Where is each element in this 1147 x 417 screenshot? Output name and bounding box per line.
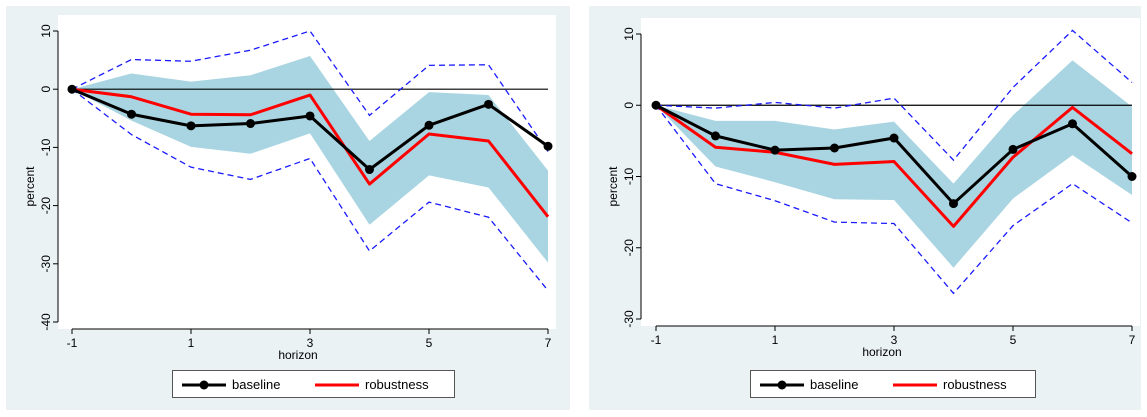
- y-tick-label: 0: [39, 86, 53, 93]
- data-point-baseline: [127, 109, 136, 119]
- data-point-baseline: [1068, 119, 1077, 129]
- x-tick-label: 5: [426, 336, 433, 350]
- legend-label-baseline: baseline: [232, 377, 281, 392]
- y-axis-label: percent: [23, 166, 37, 207]
- x-tick-label: 5: [1010, 333, 1017, 347]
- data-point-baseline: [543, 141, 553, 151]
- y-tick-label: 0: [622, 102, 636, 109]
- y-axis-label: percent: [606, 166, 620, 207]
- data-point-baseline: [1127, 172, 1137, 181]
- series-line-robustness: [71, 87, 550, 218]
- y-tick-label: 10: [39, 24, 53, 38]
- chart-panel-left: 10 0 -10 -20 -30 -40 -1 1 3 5 7 horizon percent base…: [6, 6, 570, 410]
- y-tick-label: -40: [39, 313, 53, 331]
- data-point-baseline: [949, 199, 958, 209]
- data-point-baseline: [186, 121, 196, 131]
- legend-swatch-robustness: [315, 383, 359, 387]
- legend-swatch-robustness: [893, 383, 937, 387]
- y-tick-label: -20: [622, 239, 636, 257]
- y-tick-label: -30: [622, 310, 636, 328]
- y-tick-label: -10: [39, 138, 53, 156]
- data-point-baseline: [651, 100, 661, 110]
- x-axis-label: horizon: [278, 348, 317, 362]
- confidence-band-inner: [656, 60, 1132, 268]
- data-point-baseline: [246, 119, 255, 129]
- data-point-baseline: [1008, 144, 1018, 154]
- confidence-band-inner: [72, 56, 548, 263]
- line-chart-left: 10 0 -10 -20 -30 -40 -1 1 3 5 7 horizon percent: [23, 15, 556, 362]
- data-point-baseline: [365, 165, 374, 175]
- series-line-robustness: [655, 104, 1133, 228]
- x-tick-label: 7: [1129, 333, 1136, 347]
- x-tick-label: 1: [188, 336, 195, 350]
- data-point-baseline: [67, 84, 77, 94]
- data-point-baseline: [711, 131, 720, 141]
- legend-label-robustness: robustness: [943, 377, 1007, 392]
- x-tick-label: 7: [545, 336, 552, 350]
- legend-swatch-baseline: [760, 380, 804, 390]
- x-tick-label: -1: [67, 336, 78, 350]
- y-tick-label: -30: [39, 255, 53, 273]
- x-tick-label: 1: [772, 333, 779, 347]
- line-chart-right: 10 0 -10 -20 -30 -1 1 3 5 7 horizon percent: [606, 18, 1140, 359]
- data-point-baseline: [484, 99, 493, 109]
- x-tick-label: 3: [891, 333, 898, 347]
- legend-label-robustness: robustness: [365, 377, 429, 392]
- chart-panel-right: 10 0 -10 -20 -30 -1 1 3 5 7 horizon percent baselin…: [589, 6, 1141, 410]
- confidence-band-outer-upper: [655, 29, 1133, 162]
- x-axis-label: horizon: [862, 345, 901, 359]
- legend-label-baseline: baseline: [810, 377, 859, 392]
- data-point-baseline: [424, 120, 434, 130]
- y-tick-label: -10: [622, 168, 636, 186]
- legend-swatch-baseline: [182, 380, 226, 390]
- y-tick-label: 10: [622, 27, 636, 41]
- data-point-baseline: [770, 145, 780, 155]
- confidence-band-outer-lower: [71, 88, 549, 291]
- legend-right: baseline robustness: [750, 370, 1036, 398]
- data-point-baseline: [305, 111, 315, 121]
- data-point-baseline: [889, 133, 899, 143]
- x-tick-label: -1: [651, 333, 662, 347]
- x-tick-label: 3: [307, 336, 314, 350]
- data-point-baseline: [830, 143, 839, 153]
- legend-left: baseline robustness: [172, 370, 455, 398]
- confidence-band-outer-lower: [655, 104, 1133, 295]
- y-tick-label: -20: [39, 197, 53, 215]
